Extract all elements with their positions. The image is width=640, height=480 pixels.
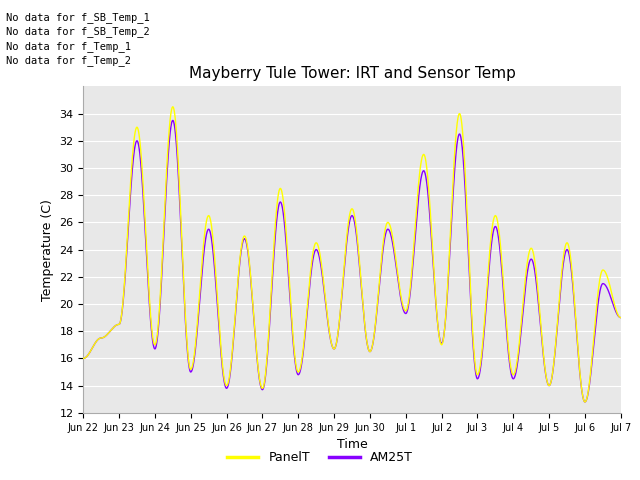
Title: Mayberry Tule Tower: IRT and Sensor Temp: Mayberry Tule Tower: IRT and Sensor Temp (189, 66, 515, 81)
Text: No data for f_Temp_1: No data for f_Temp_1 (6, 41, 131, 52)
Text: No data for f_SB_Temp_2: No data for f_SB_Temp_2 (6, 26, 150, 37)
Legend: PanelT, AM25T: PanelT, AM25T (222, 446, 418, 469)
Y-axis label: Temperature (C): Temperature (C) (41, 199, 54, 300)
Text: No data for f_SB_Temp_1: No data for f_SB_Temp_1 (6, 12, 150, 23)
X-axis label: Time: Time (337, 438, 367, 451)
Text: No data for f_Temp_2: No data for f_Temp_2 (6, 55, 131, 66)
